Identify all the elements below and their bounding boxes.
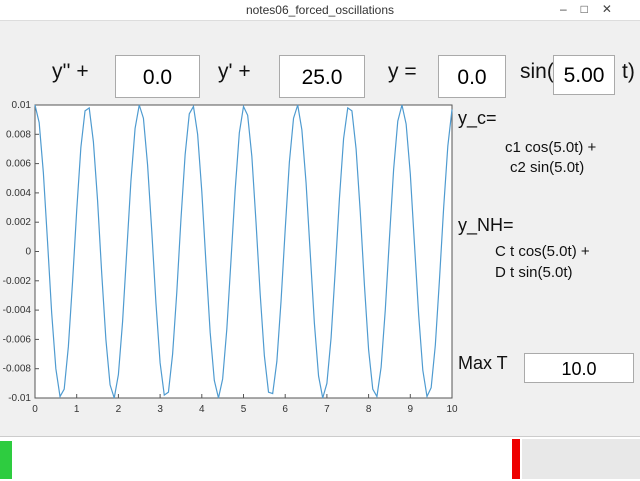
plot: -0.01 -0.008 -0.006 -0.004 -0.002 0 0.002 0.004… (3, 100, 458, 415)
taskbar (0, 436, 640, 481)
ynh-text: C t cos(5.0t) + (495, 243, 590, 260)
y-tick-label: 0.002 (6, 217, 31, 228)
maxt-label: Max T (458, 353, 508, 373)
freq-input[interactable]: 5.00 (553, 55, 615, 95)
x-tick-label: 3 (157, 404, 163, 415)
yc-text: c1 cos(5.0t) + (505, 139, 597, 156)
y-tick-label: -0.004 (3, 305, 32, 316)
x-tick-label: 8 (366, 404, 372, 415)
yc-label: y_c= (458, 108, 497, 128)
eq-term: y'' + (52, 60, 89, 83)
x-tick-label: 10 (446, 404, 458, 415)
indicator (512, 439, 520, 479)
y-tick-label: -0.01 (8, 393, 31, 404)
x-tick-label: 2 (116, 404, 122, 415)
y-tick-label: -0.002 (3, 276, 32, 287)
x-tick-label: 1 (74, 404, 80, 415)
x-tick-label: 9 (408, 404, 414, 415)
coef-input[interactable]: 0.0 (115, 55, 200, 98)
coef-input[interactable]: 0.0 (438, 55, 506, 98)
data-line (34, 104, 453, 399)
y-tick-label: 0.01 (12, 100, 32, 111)
ynh-label: y_NH= (458, 215, 514, 235)
window-title: notes06_forced_oscillations (245, 3, 395, 17)
axes-background (34, 104, 453, 399)
toolbar[interactable] (522, 439, 640, 479)
x-tick-label: 5 (241, 404, 247, 415)
eq-term: t) (622, 60, 635, 83)
yc-text: c2 sin(5.0t) (510, 159, 585, 176)
y-tick-label: 0.006 (6, 159, 31, 170)
x-tick-label: 0 (32, 404, 38, 415)
coef-input[interactable]: 25.0 (279, 55, 365, 98)
ynh-text: D t sin(5.0t) (495, 264, 573, 281)
indicator (0, 441, 12, 479)
x-tick-label: 6 (282, 404, 288, 415)
y-tick-label: -0.008 (3, 364, 32, 375)
y-tick-label: 0.004 (6, 188, 31, 199)
x-tick-label: 4 (199, 404, 205, 415)
window-controls[interactable]: –□✕ (560, 2, 626, 16)
x-tick-label: 7 (324, 404, 330, 415)
y-tick-label: 0 (25, 247, 31, 258)
maxt-input[interactable]: 10.0 (524, 353, 634, 383)
y-tick-label: 0.008 (6, 129, 31, 140)
title-bar: notes06_forced_oscillations –□✕ (0, 0, 640, 21)
eq-term: y' + (218, 60, 251, 83)
eq-term: y = (388, 60, 417, 83)
eq-term: sin( (520, 60, 554, 83)
y-tick-label: -0.006 (3, 334, 32, 345)
